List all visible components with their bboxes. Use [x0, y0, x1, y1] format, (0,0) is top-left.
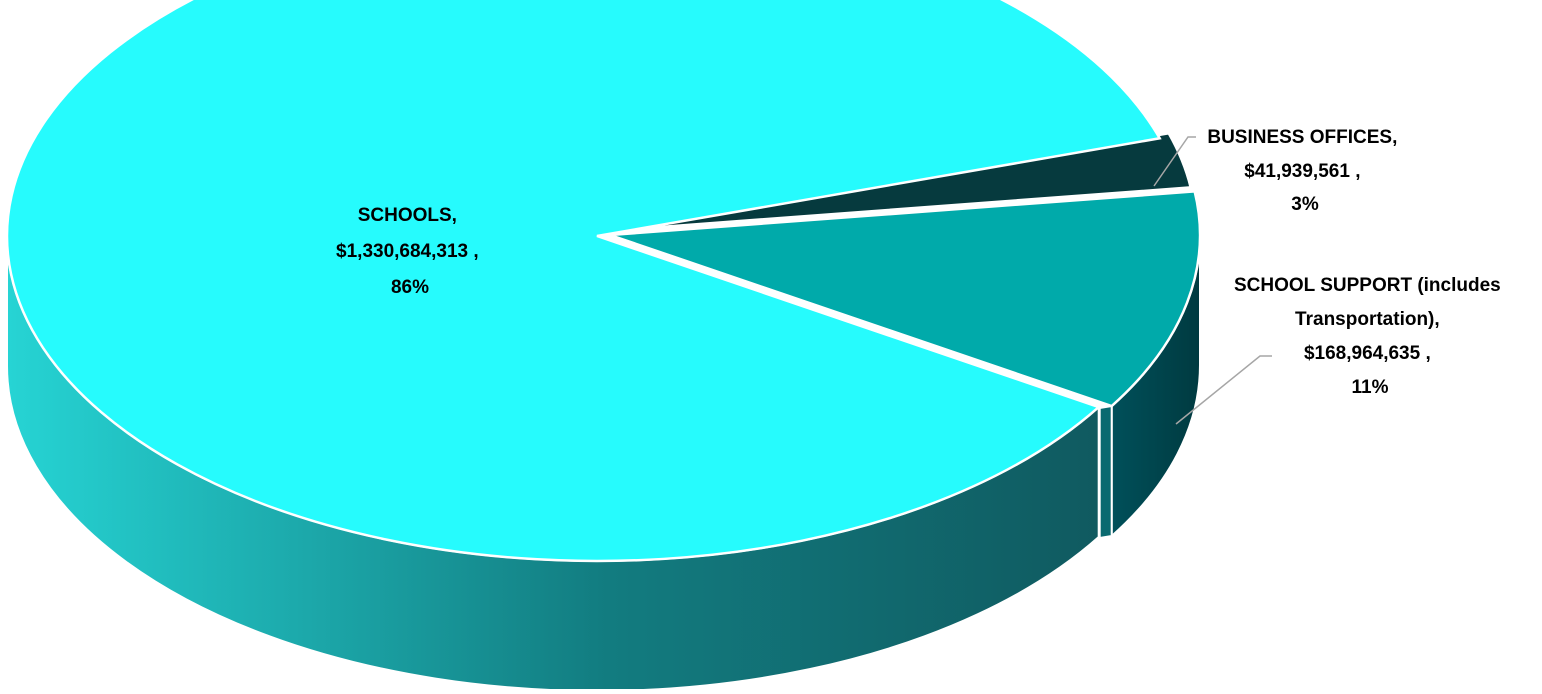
data-label-schools: SCHOOLS, $1,330,684,313 , 86%: [336, 205, 484, 298]
data-label-business-offices: BUSINESS OFFICES, $41,939,561 , 3%: [1207, 127, 1402, 215]
pie-slice-schools: [5, 0, 1162, 563]
data-label-school-support: SCHOOL SUPPORT (includes Transportation)…: [1234, 275, 1506, 398]
pie-slice-school-support-includes-transportation: [609, 190, 1202, 408]
leader-line-business-offices: [1153, 136, 1196, 187]
leader-line-school-support: [1175, 355, 1272, 425]
pie-cut-wall-school-support-includes-transportation: [1098, 404, 1113, 540]
